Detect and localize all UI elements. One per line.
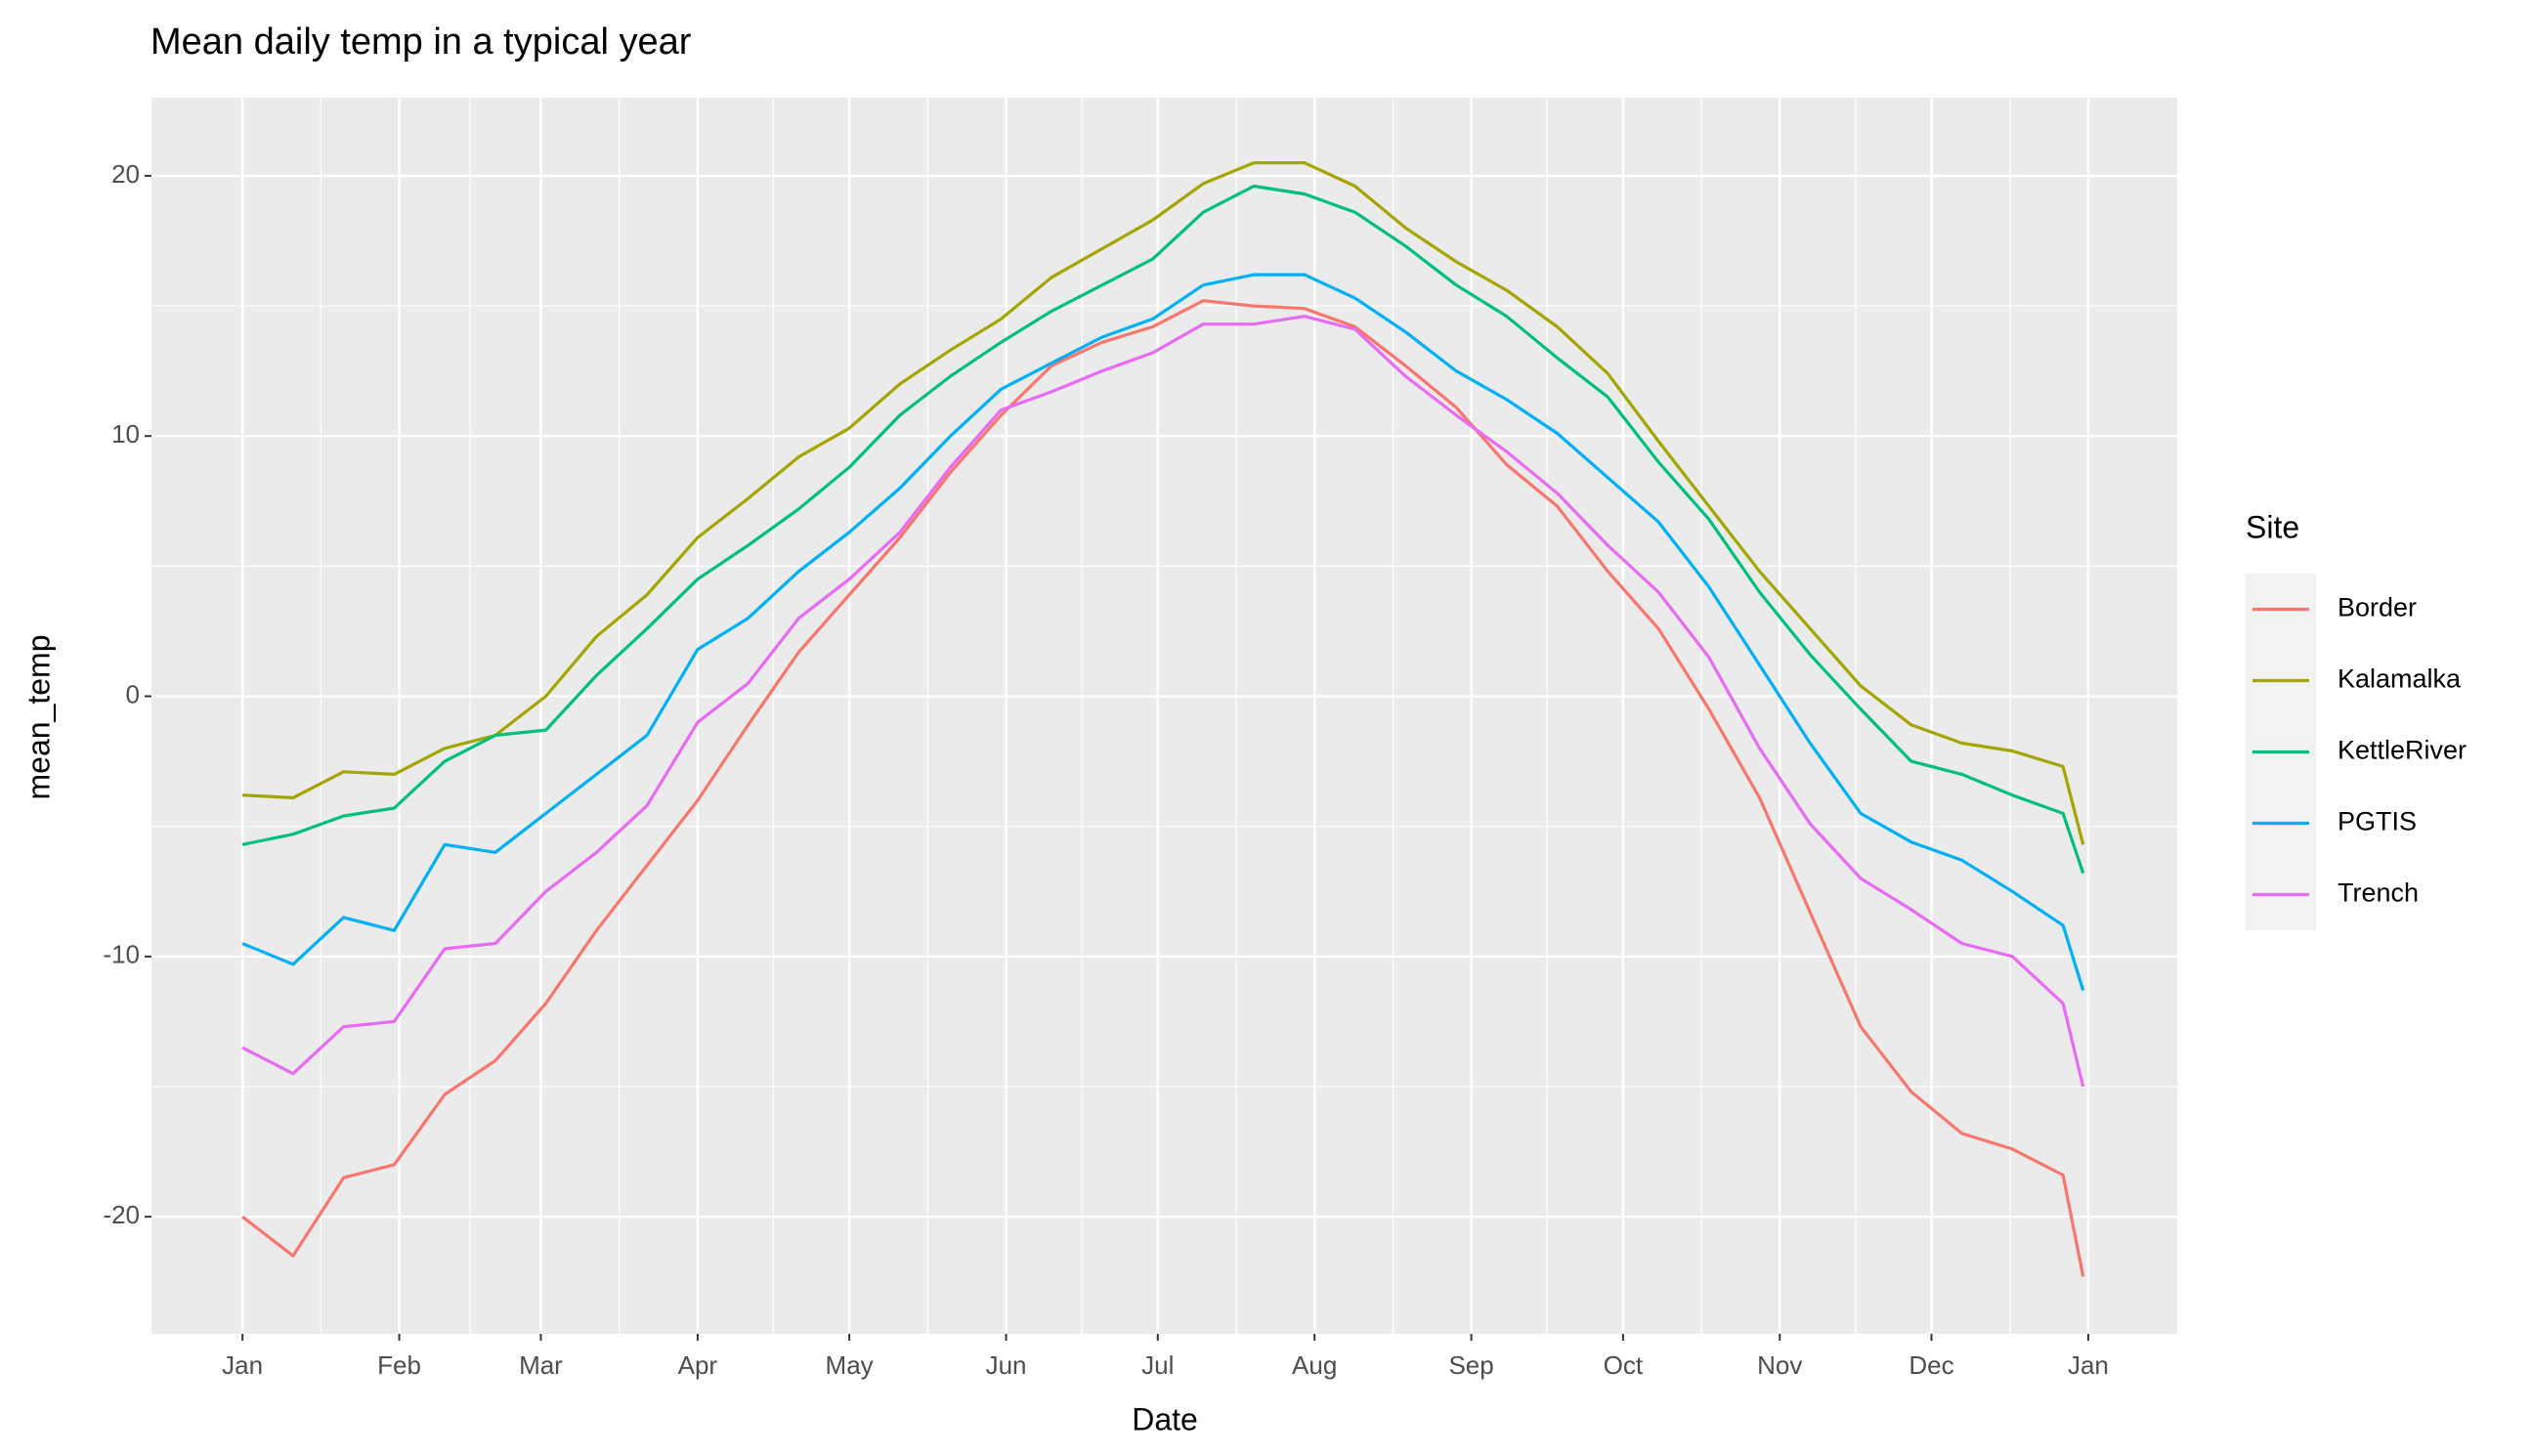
legend-label: Trench — [2338, 878, 2419, 908]
y-tick-label: 20 — [111, 159, 140, 189]
data-line — [241, 299, 2085, 1277]
x-tick-label: Jan — [222, 1350, 263, 1380]
data-line — [241, 184, 2085, 875]
x-tick-label: Oct — [1604, 1350, 1644, 1380]
legend-label: KettleRiver — [2338, 736, 2467, 765]
x-axis-title: Date — [1132, 1401, 1198, 1436]
x-tick-label: May — [826, 1350, 874, 1380]
x-tick-label: Nov — [1757, 1350, 1802, 1380]
x-tick-label: Jun — [986, 1350, 1027, 1380]
y-axis-title: mean_temp — [21, 635, 56, 800]
legend-label: Border — [2338, 593, 2417, 622]
legend-label: Kalamalka — [2338, 664, 2462, 694]
x-tick-label: Apr — [678, 1350, 718, 1380]
x-tick-label: Aug — [1292, 1350, 1337, 1380]
x-tick-label: Jul — [1141, 1350, 1174, 1380]
x-tick-label: Sep — [1448, 1350, 1493, 1380]
legend-title: Site — [2246, 509, 2299, 544]
data-line — [242, 161, 2085, 845]
y-tick-label: -20 — [103, 1200, 140, 1229]
data-line — [241, 273, 2085, 991]
plot-panel — [151, 98, 2177, 1334]
y-tick-label: -10 — [103, 940, 140, 969]
x-tick-label: Mar — [519, 1350, 563, 1380]
chart-title: Mean daily temp in a typical year — [150, 21, 692, 63]
y-tick-label: 10 — [111, 419, 140, 449]
data-line — [241, 315, 2085, 1088]
legend-label: PGTIS — [2338, 807, 2417, 836]
y-tick-label: 0 — [126, 679, 140, 708]
x-tick-label: Dec — [1909, 1350, 1953, 1380]
x-tick-label: Feb — [377, 1350, 421, 1380]
x-tick-label: Jan — [2068, 1350, 2109, 1380]
